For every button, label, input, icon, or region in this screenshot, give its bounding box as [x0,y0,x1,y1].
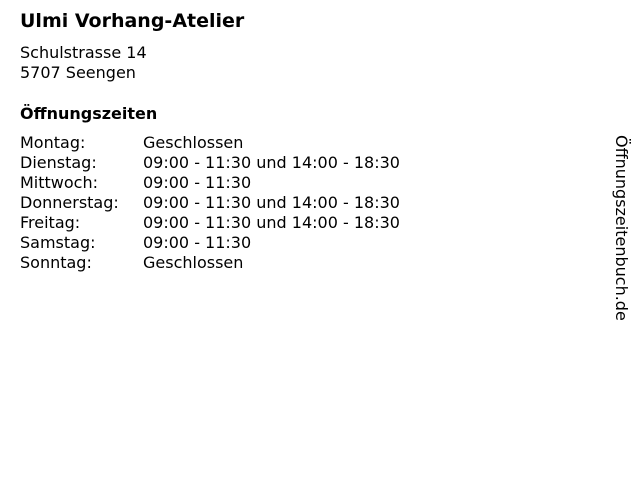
time-value: 09:00 - 11:30 und 14:00 - 18:30 [143,193,400,212]
street: Schulstrasse 14 [20,43,147,62]
day-label: Montag: [20,133,86,152]
time-value: 09:00 - 11:30 und 14:00 - 18:30 [143,153,400,172]
time-value: 09:00 - 11:30 [143,173,252,192]
hours-heading: Öffnungszeiten [20,104,158,123]
time-value: 09:00 - 11:30 [143,233,252,252]
time-value: Geschlossen [143,133,244,152]
hours-row: Freitag: 09:00 - 11:30 und 14:00 - 18:30 [20,213,400,233]
day-label: Dienstag: [20,153,97,172]
hours-row: Montag: Geschlossen [20,133,400,153]
hours-row: Donnerstag: 09:00 - 11:30 und 14:00 - 18:… [20,193,400,213]
hours-row: Samstag: 09:00 - 11:30 [20,233,400,253]
time-value: 09:00 - 11:30 und 14:00 - 18:30 [143,213,400,232]
day-label: Mittwoch: [20,173,98,192]
day-label: Samstag: [20,233,96,252]
day-label: Donnerstag: [20,193,119,212]
hours-row: Sonntag: Geschlossen [20,253,400,273]
watermark-site-name: Öffnungszeitenbuch.de [612,135,631,321]
hours-row: Dienstag: 09:00 - 11:30 und 14:00 - 18:30 [20,153,400,173]
day-label: Sonntag: [20,253,92,272]
city: 5707 Seengen [20,63,136,82]
hours-row: Mittwoch: 09:00 - 11:30 [20,173,400,193]
time-value: Geschlossen [143,253,244,272]
address: Schulstrasse 14 5707 Seengen [20,43,147,83]
hours-table: Montag: Geschlossen Dienstag: 09:00 - 11:3… [20,133,400,273]
business-name: Ulmi Vorhang-Atelier [20,10,245,32]
day-label: Freitag: [20,213,81,232]
